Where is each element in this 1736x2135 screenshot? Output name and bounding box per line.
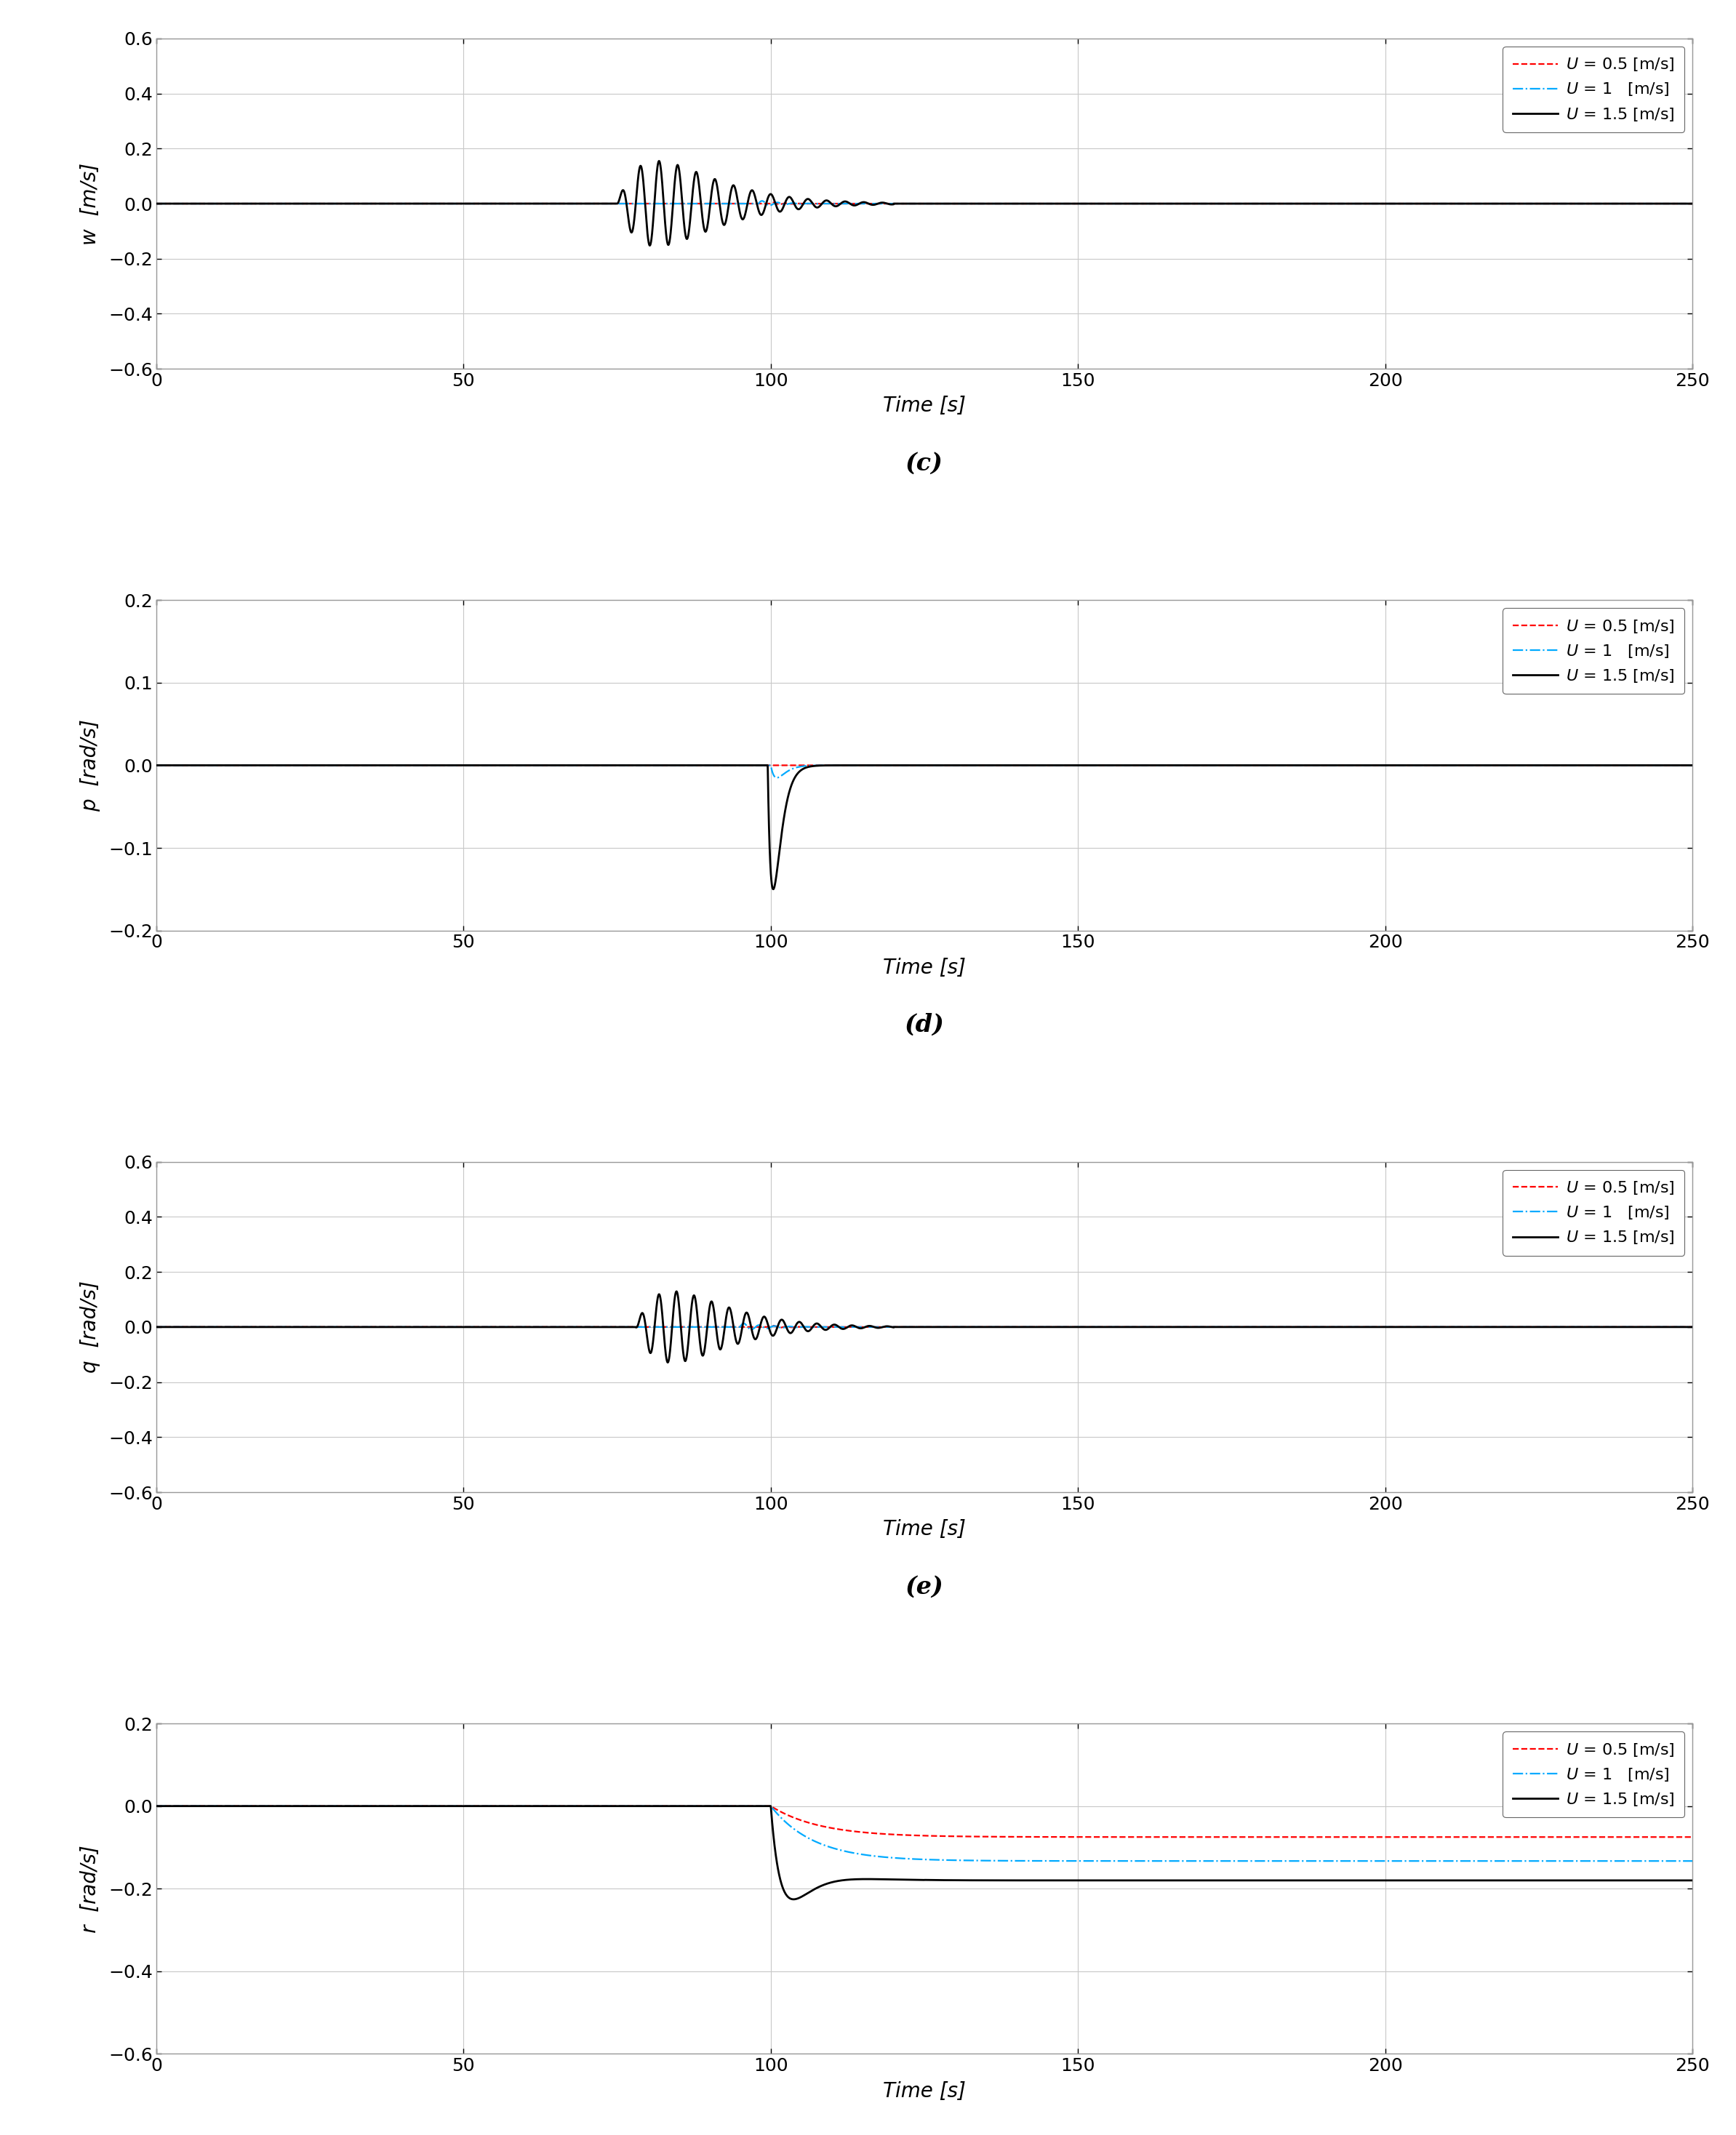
Legend: $\it{U}$ = 0.5 [m/s], $\it{U}$ = 1   [m/s], $\it{U}$ = 1.5 [m/s]: $\it{U}$ = 0.5 [m/s], $\it{U}$ = 1 [m/s]…: [1503, 608, 1684, 694]
Y-axis label: r  [rad/s]: r [rad/s]: [80, 1845, 101, 1932]
Y-axis label: q  [rad/s]: q [rad/s]: [80, 1281, 101, 1373]
Y-axis label: p  [rad/s]: p [rad/s]: [80, 719, 101, 811]
Legend: $\it{U}$ = 0.5 [m/s], $\it{U}$ = 1   [m/s], $\it{U}$ = 1.5 [m/s]: $\it{U}$ = 0.5 [m/s], $\it{U}$ = 1 [m/s]…: [1503, 1731, 1684, 1817]
Text: (d): (d): [904, 1014, 944, 1038]
Legend: $\it{U}$ = 0.5 [m/s], $\it{U}$ = 1   [m/s], $\it{U}$ = 1.5 [m/s]: $\it{U}$ = 0.5 [m/s], $\it{U}$ = 1 [m/s]…: [1503, 47, 1684, 132]
X-axis label: Time [s]: Time [s]: [884, 395, 965, 416]
X-axis label: Time [s]: Time [s]: [884, 959, 965, 978]
X-axis label: Time [s]: Time [s]: [884, 1520, 965, 1539]
Legend: $\it{U}$ = 0.5 [m/s], $\it{U}$ = 1   [m/s], $\it{U}$ = 1.5 [m/s]: $\it{U}$ = 0.5 [m/s], $\it{U}$ = 1 [m/s]…: [1503, 1170, 1684, 1255]
X-axis label: Time [s]: Time [s]: [884, 2082, 965, 2101]
Text: (e): (e): [904, 1576, 944, 1599]
Y-axis label: w  [m/s]: w [m/s]: [80, 162, 101, 246]
Text: (c): (c): [906, 450, 943, 476]
